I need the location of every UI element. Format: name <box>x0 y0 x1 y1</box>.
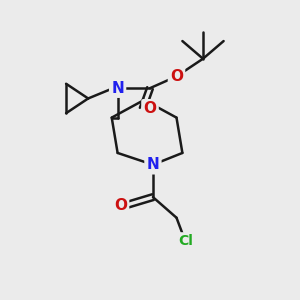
Text: Cl: Cl <box>178 234 193 248</box>
Text: O: O <box>114 198 127 213</box>
Text: O: O <box>170 69 183 84</box>
Text: N: N <box>147 157 159 172</box>
Text: N: N <box>111 81 124 96</box>
Text: O: O <box>143 101 157 116</box>
